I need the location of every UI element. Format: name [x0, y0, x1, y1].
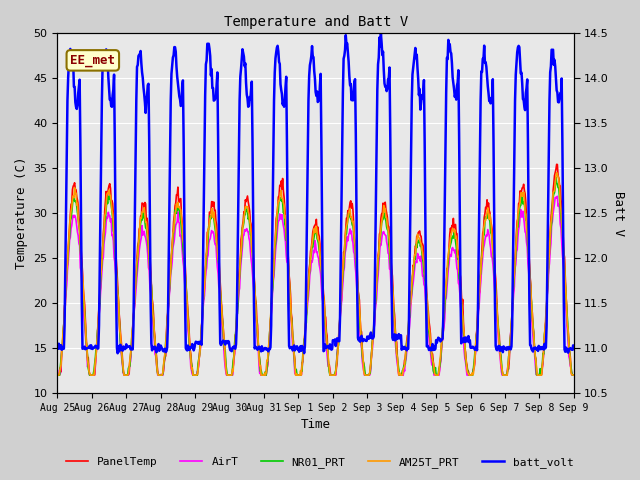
Text: EE_met: EE_met: [70, 54, 115, 67]
PanelTemp: [570, 372, 578, 378]
NR01_PRT: [189, 372, 197, 378]
Y-axis label: Temperature (C): Temperature (C): [15, 157, 28, 269]
PanelTemp: [189, 372, 197, 378]
batt_volt: [308, 43, 316, 49]
AM25T_PRT: [189, 372, 197, 378]
PanelTemp: [408, 276, 416, 281]
PanelTemp: [167, 262, 175, 268]
Line: NR01_PRT: NR01_PRT: [58, 177, 574, 375]
Title: Temperature and Batt V: Temperature and Batt V: [223, 15, 408, 29]
X-axis label: Time: Time: [301, 419, 331, 432]
AM25T_PRT: [408, 276, 416, 281]
batt_volt: [377, 31, 385, 36]
NR01_PRT: [552, 174, 560, 180]
AM25T_PRT: [553, 170, 561, 176]
PanelTemp: [553, 161, 561, 167]
NR01_PRT: [167, 266, 175, 272]
AirT: [570, 372, 578, 378]
AM25T_PRT: [54, 372, 61, 378]
AirT: [554, 193, 561, 199]
PanelTemp: [523, 213, 531, 219]
AM25T_PRT: [358, 340, 365, 346]
Y-axis label: Batt V: Batt V: [612, 191, 625, 236]
batt_volt: [190, 348, 198, 353]
NR01_PRT: [358, 341, 365, 347]
NR01_PRT: [570, 372, 578, 378]
AirT: [523, 240, 531, 245]
AirT: [307, 258, 315, 264]
Line: AM25T_PRT: AM25T_PRT: [58, 173, 574, 375]
AM25T_PRT: [523, 224, 531, 230]
NR01_PRT: [408, 274, 416, 279]
Legend: PanelTemp, AirT, NR01_PRT, AM25T_PRT, batt_volt: PanelTemp, AirT, NR01_PRT, AM25T_PRT, ba…: [61, 452, 579, 472]
AirT: [408, 285, 416, 291]
Line: PanelTemp: PanelTemp: [58, 164, 574, 375]
NR01_PRT: [54, 372, 61, 378]
Line: AirT: AirT: [58, 196, 574, 375]
AM25T_PRT: [307, 245, 315, 251]
batt_volt: [410, 59, 418, 65]
batt_volt: [54, 345, 61, 350]
NR01_PRT: [523, 218, 531, 224]
AM25T_PRT: [167, 264, 175, 270]
batt_volt: [358, 337, 366, 343]
AirT: [189, 372, 197, 378]
AirT: [358, 345, 365, 351]
PanelTemp: [307, 245, 315, 251]
batt_volt: [524, 139, 532, 145]
Line: batt_volt: batt_volt: [58, 34, 574, 353]
PanelTemp: [54, 372, 61, 378]
batt_volt: [168, 71, 175, 77]
AM25T_PRT: [570, 372, 578, 378]
batt_volt: [114, 350, 122, 356]
PanelTemp: [358, 329, 365, 335]
AirT: [167, 270, 175, 276]
NR01_PRT: [307, 250, 315, 256]
batt_volt: [570, 346, 578, 352]
AirT: [54, 372, 61, 378]
